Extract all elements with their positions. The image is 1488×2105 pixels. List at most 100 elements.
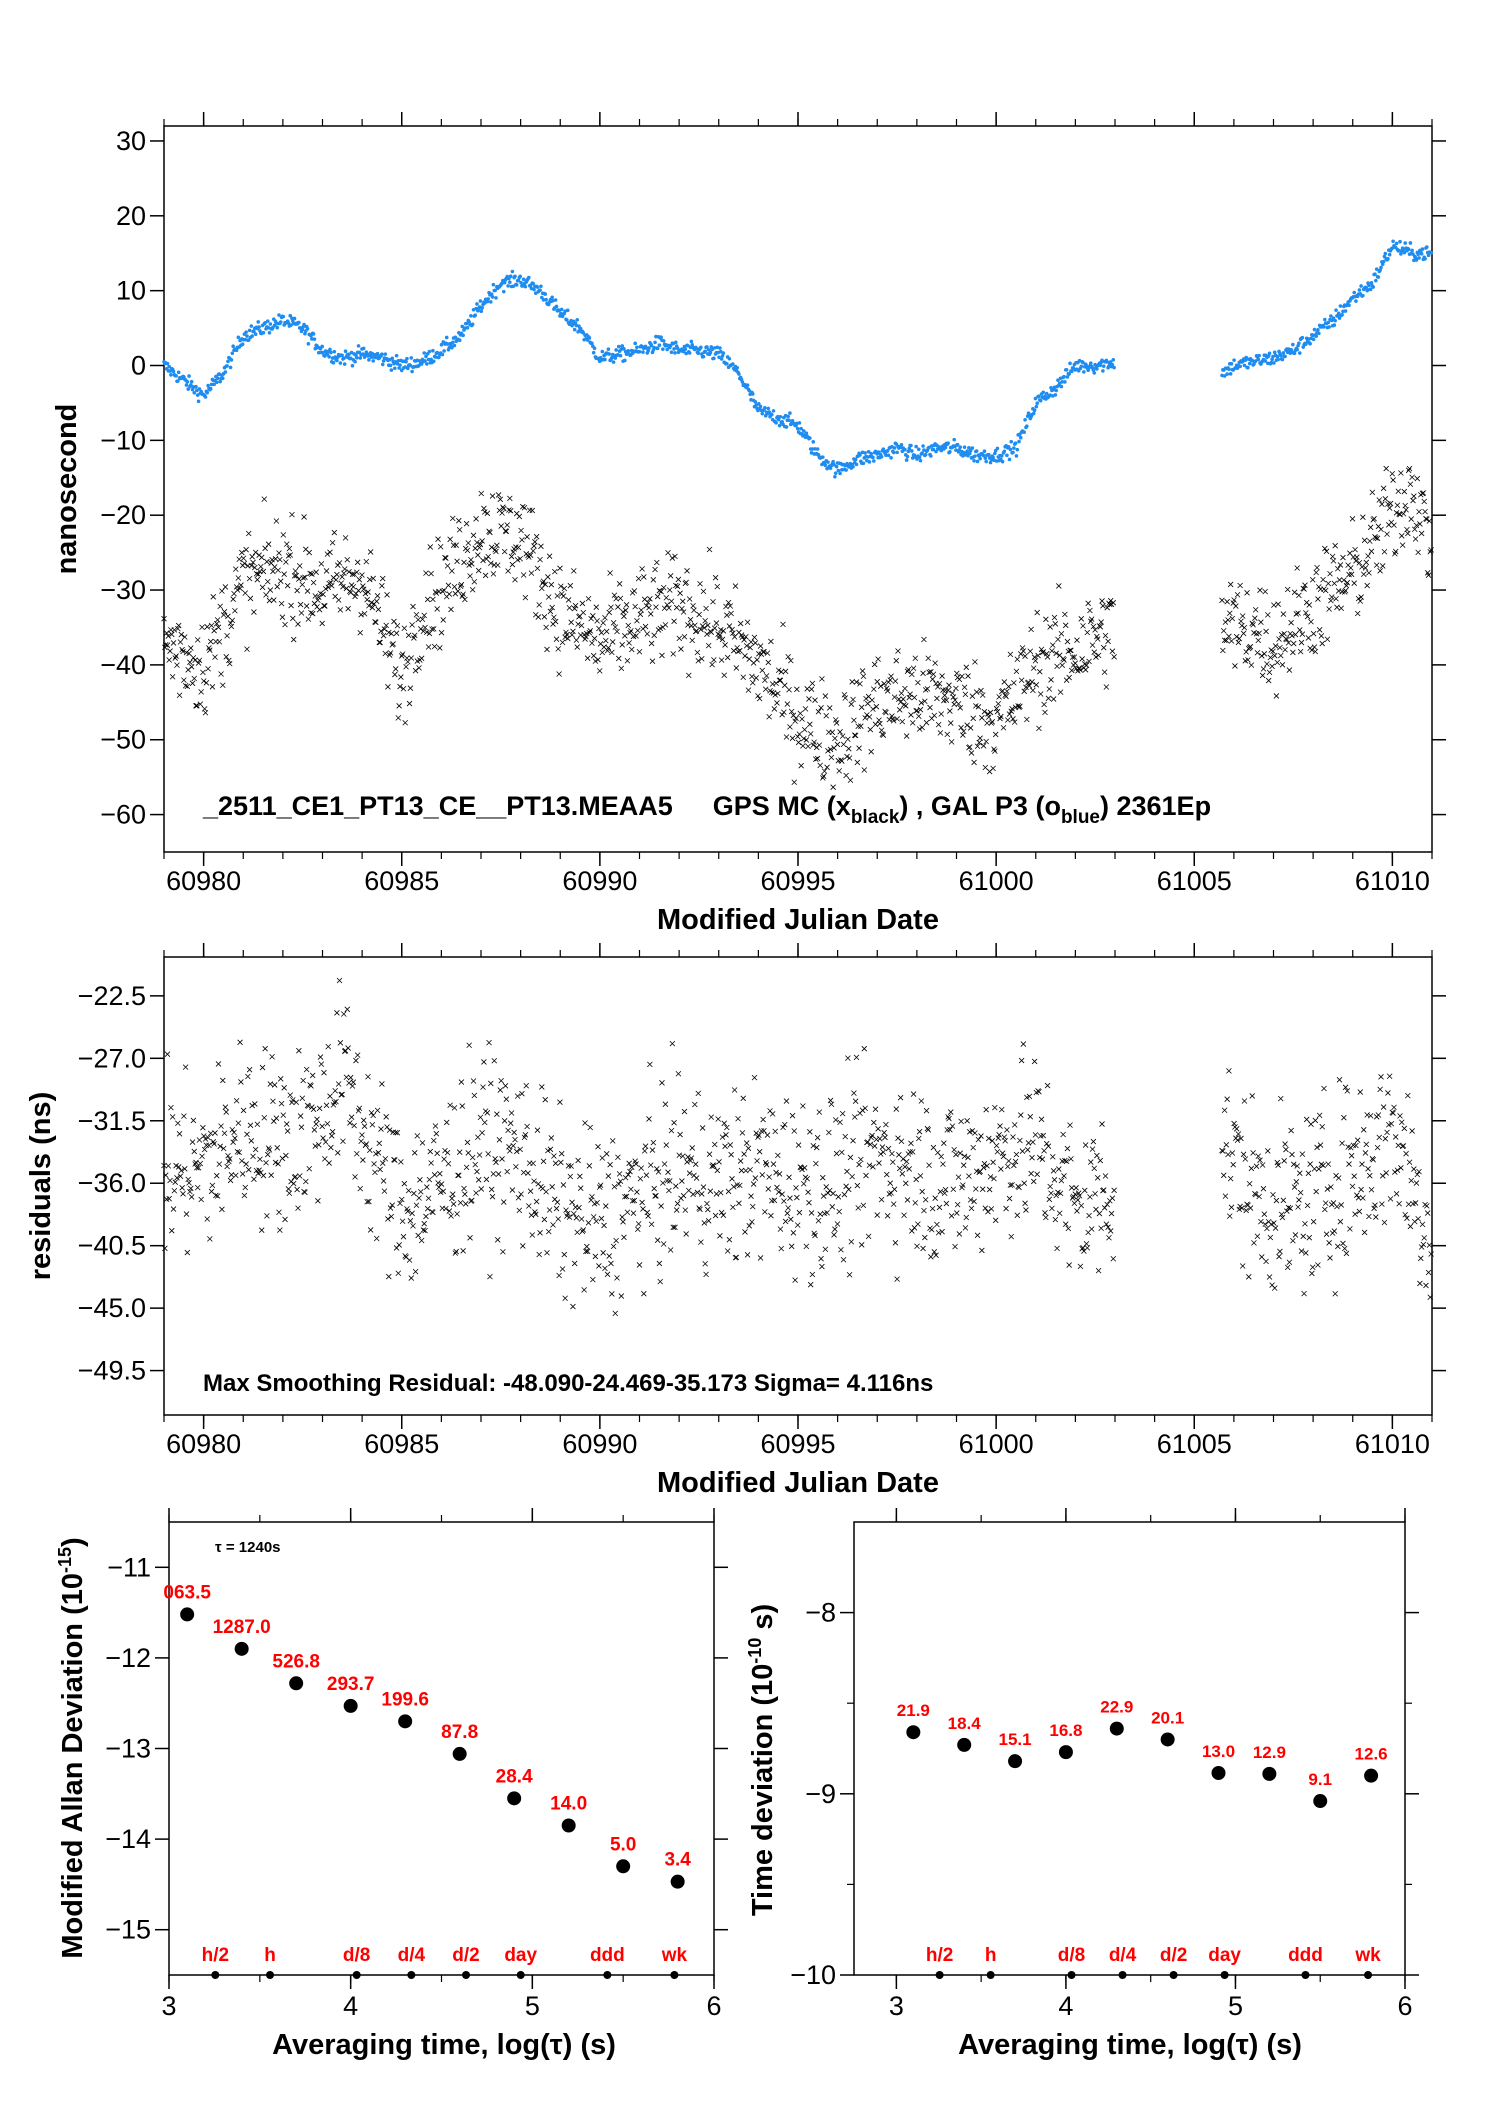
plot2-point-gps bbox=[386, 1127, 393, 1133]
plot2-point-gps bbox=[832, 1226, 838, 1232]
plot4-interval-label: wk bbox=[1354, 1945, 1381, 1966]
plot2-point-gps bbox=[935, 1229, 942, 1236]
plot1-point-gps bbox=[1387, 500, 1394, 507]
plot1-point-gal bbox=[539, 284, 543, 289]
plot1-point-gal bbox=[187, 374, 191, 378]
plot1-point-gal bbox=[909, 443, 913, 448]
plot2-point-gps bbox=[840, 1256, 847, 1263]
plot2-point-gps bbox=[332, 1087, 338, 1094]
plot1-point-gps bbox=[378, 628, 384, 634]
plot2-point-gps bbox=[618, 1293, 625, 1299]
plot1-point-gps bbox=[246, 575, 253, 582]
plot1-point-gps bbox=[812, 697, 818, 703]
plot2-point-gps bbox=[1025, 1140, 1032, 1146]
plot1-point-gal bbox=[1336, 311, 1341, 316]
plot1-point-gps bbox=[666, 605, 672, 611]
plot1-point-gal bbox=[1007, 457, 1012, 462]
plot1-point-gps bbox=[857, 680, 863, 687]
plot2-point-gps bbox=[1342, 1084, 1349, 1091]
plot2-point-gps bbox=[932, 1195, 938, 1201]
plot2-point-gps bbox=[1012, 1158, 1019, 1165]
plot2-point-gps bbox=[467, 1235, 473, 1241]
plot1-point-gal bbox=[196, 399, 201, 404]
plot1-point-gal bbox=[719, 357, 724, 361]
plot2-point-gps bbox=[666, 1178, 673, 1184]
plot2-point-gps bbox=[520, 1243, 526, 1249]
plot1-point-gal bbox=[435, 350, 439, 355]
plot2-point-gps bbox=[474, 1168, 480, 1175]
plot2-point-gps bbox=[323, 1102, 330, 1109]
plot1-point-gps bbox=[1024, 716, 1030, 723]
plot2-point-gps bbox=[1094, 1175, 1101, 1181]
plot1-ytick-label: −30 bbox=[100, 575, 146, 605]
plot1-point-gal bbox=[1343, 309, 1348, 313]
plot2-point-gps bbox=[287, 1092, 294, 1098]
plot1-point-gps bbox=[500, 505, 507, 512]
plot2-point-gps bbox=[990, 1159, 996, 1166]
plot1-point-gps bbox=[940, 687, 946, 693]
plot1-point-gps bbox=[1011, 680, 1017, 686]
plot1-point-gps bbox=[545, 594, 552, 600]
sep-label: ) , GAL P3 (o bbox=[899, 791, 1061, 821]
plot2-point-gps bbox=[272, 1159, 279, 1166]
plot1-point-gps bbox=[445, 582, 452, 589]
plot1-point-gal bbox=[1322, 325, 1326, 329]
plot1-point-gal bbox=[981, 453, 986, 458]
plot1-point-gps bbox=[1033, 682, 1040, 688]
plot1-point-gal bbox=[647, 346, 651, 350]
plot1-point-gal bbox=[1334, 308, 1338, 312]
plot1-point-gps bbox=[1295, 610, 1301, 616]
plot1-point-gps bbox=[241, 560, 248, 567]
plot2-xtick-label: 60995 bbox=[760, 1429, 835, 1459]
plot2-point-gps bbox=[1000, 1153, 1007, 1160]
plot2-point-gps bbox=[1065, 1225, 1072, 1232]
plot1-point-gps bbox=[387, 650, 394, 656]
plot1-point-gps bbox=[298, 610, 305, 616]
plot2-point-gps bbox=[628, 1186, 634, 1193]
plot2-point-gps bbox=[612, 1310, 619, 1317]
plot1-point-gps bbox=[969, 693, 976, 699]
plot1-point-gal bbox=[1275, 354, 1280, 359]
plot2-point-gps bbox=[249, 1102, 255, 1109]
plot2-point-gps bbox=[600, 1250, 606, 1256]
plot1-point-gps bbox=[713, 620, 720, 626]
plot1-point-gps bbox=[958, 724, 964, 731]
plot2-point-gps bbox=[1240, 1151, 1247, 1158]
plot1-point-gps bbox=[397, 683, 403, 690]
plot1-point-gps bbox=[1274, 659, 1281, 666]
plot2-point-gps bbox=[564, 1210, 571, 1217]
plot4-frame bbox=[853, 1521, 1406, 1976]
plot1-point-gps bbox=[840, 741, 847, 748]
plot1-point-gal bbox=[851, 464, 855, 469]
plot1-point-gal bbox=[320, 344, 325, 349]
plot1-point-gal bbox=[1331, 316, 1336, 320]
plot1-point-gal bbox=[171, 369, 176, 374]
plot2-point-gps bbox=[215, 1061, 222, 1067]
plot1-point-gps bbox=[264, 558, 270, 565]
plot2-point-gps bbox=[995, 1135, 1002, 1141]
plot2-point-gps bbox=[417, 1177, 423, 1183]
plot4-xtick-label: 6 bbox=[1397, 1991, 1412, 2021]
plot2-point-gps bbox=[465, 1150, 472, 1156]
plot2-point-gps bbox=[1392, 1169, 1398, 1175]
plot1-point-gps bbox=[321, 602, 327, 609]
plot2-point-gps bbox=[1299, 1151, 1306, 1157]
plot2-point-gps bbox=[220, 1077, 226, 1084]
plot2-point-gps bbox=[834, 1221, 841, 1227]
plot2-point-gps bbox=[241, 1192, 248, 1199]
plot2-point-gps bbox=[575, 1157, 581, 1164]
plot3-xtick-label: 3 bbox=[161, 1991, 176, 2021]
plot1-point-gps bbox=[219, 588, 225, 594]
plot1-point-gps bbox=[373, 598, 380, 605]
plot2-point-gps bbox=[462, 1201, 469, 1207]
plot2-point-gps bbox=[944, 1127, 951, 1133]
plot1-point-gps bbox=[1322, 587, 1329, 594]
plot1-point-gps bbox=[545, 574, 551, 580]
plot2-point-gps bbox=[335, 1081, 342, 1087]
plot1-point-gps bbox=[380, 632, 387, 639]
plot2-point-gps bbox=[743, 1140, 750, 1146]
plot1-point-gal bbox=[737, 372, 741, 376]
plot1-point-gal bbox=[618, 353, 623, 358]
plot1-point-gps bbox=[1019, 645, 1026, 651]
plot1-point-gal bbox=[828, 466, 833, 470]
